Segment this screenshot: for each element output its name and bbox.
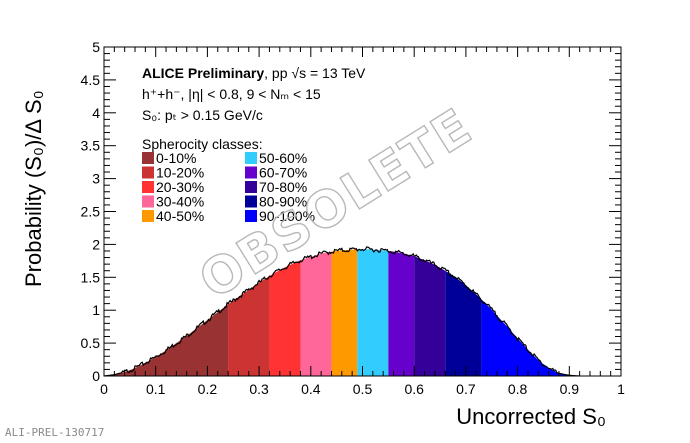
- x-tick-label: 0.7: [456, 381, 476, 397]
- legend-label-3: 20-30%: [156, 179, 204, 195]
- info-line-2: h⁺+h⁻, |η| < 0.8, 9 < Nₘ < 15: [142, 86, 321, 102]
- x-tick-label: 0.3: [249, 381, 269, 397]
- x-tick-label: 1: [617, 381, 625, 397]
- y-axis-ticks: 0 0.5 1 1.5 2 2.5 3 3.5 4 4.5 5: [81, 39, 621, 384]
- legend-label-2: 10-20%: [156, 165, 204, 181]
- x-tick-label: 0.4: [301, 381, 321, 397]
- y-axis-title: Probability (S₀)/Δ S₀: [21, 90, 46, 287]
- legend-swatch-7: [245, 166, 257, 179]
- class-area-8: [414, 256, 446, 376]
- legend-label-5: 40-50%: [156, 208, 204, 224]
- legend-title: Spherocity classes:: [142, 136, 263, 152]
- class-area-1: [104, 304, 229, 376]
- legend-swatch-1: [142, 152, 154, 164]
- y-tick-label: 5: [92, 39, 100, 55]
- legend-swatch-5: [142, 210, 154, 222]
- y-tick-label: 0: [92, 368, 100, 384]
- x-tick-label: 0.9: [560, 381, 580, 397]
- x-axis-ticks: 0 0.1 0.2 0.3 0.4 0.5 0.6 0.7 0.8 0.9 1: [100, 47, 625, 397]
- legend-label-7: 60-70%: [259, 165, 307, 181]
- info-line-1: ALICE Preliminary, pp √s = 13 TeV: [142, 65, 366, 81]
- y-tick-label: 2.5: [81, 204, 101, 220]
- class-area-6: [357, 249, 389, 376]
- x-axis-title: Uncorrected S₀: [456, 404, 606, 429]
- legend-swatch-8: [245, 181, 257, 193]
- y-tick-label: 2: [92, 236, 100, 252]
- y-tick-label: 1: [92, 302, 100, 318]
- info-line-3: S₀: pₜ > 0.15 GeV/c: [142, 107, 263, 123]
- y-tick-label: 0.5: [81, 335, 101, 351]
- legend-swatch-3: [142, 181, 154, 193]
- info-block: ALICE Preliminary, pp √s = 13 TeV h⁺+h⁻,…: [142, 65, 366, 152]
- legend-swatch-6: [245, 152, 257, 164]
- x-tick-label: 0: [100, 381, 108, 397]
- y-tick-label: 4: [92, 105, 100, 121]
- y-tick-label: 1.5: [81, 269, 101, 285]
- class-area-7: [388, 250, 415, 376]
- footer-id: ALI-PREL-130717: [5, 426, 105, 439]
- x-tick-label: 0.2: [198, 381, 218, 397]
- x-tick-label: 0.8: [508, 381, 528, 397]
- legend-swatch-9: [245, 195, 257, 208]
- legend-label-6: 50-60%: [259, 150, 307, 166]
- legend-swatch-4: [142, 195, 154, 208]
- legend-label-4: 30-40%: [156, 194, 204, 210]
- distribution-curve: [103, 246, 580, 377]
- x-tick-label: 0.5: [353, 381, 373, 397]
- class-area-9: [445, 270, 482, 376]
- class-area-4: [300, 251, 332, 376]
- class-area-5: [331, 249, 358, 376]
- legend: 0-10%10-20%20-30%30-40%40-50% 50-60%60-70…: [142, 150, 315, 224]
- y-tick-label: 3.5: [81, 138, 101, 154]
- class-areas: [104, 249, 580, 376]
- legend-label-8: 70-80%: [259, 179, 307, 195]
- class-area-10: [481, 299, 580, 376]
- legend-label-10: 90-100%: [259, 208, 315, 224]
- y-tick-label: 4.5: [81, 72, 101, 88]
- y-tick-label: 3: [92, 171, 100, 187]
- legend-label-9: 80-90%: [259, 194, 307, 210]
- class-area-2: [228, 275, 270, 376]
- legend-swatch-10: [245, 210, 257, 222]
- legend-label-1: 0-10%: [156, 150, 196, 166]
- x-tick-label: 0.1: [146, 381, 166, 397]
- legend-swatch-2: [142, 166, 154, 179]
- class-area-3: [269, 260, 301, 376]
- x-tick-label: 0.6: [404, 381, 424, 397]
